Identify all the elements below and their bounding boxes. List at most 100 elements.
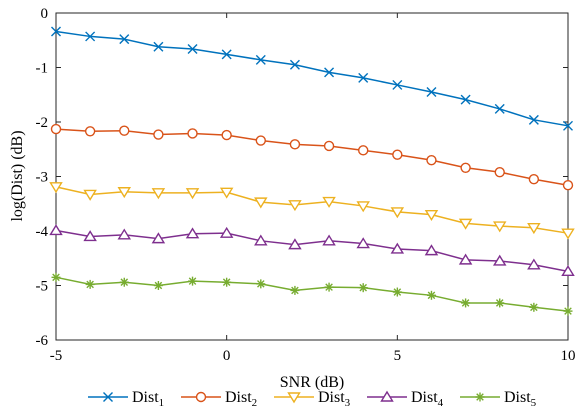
- data-point: [426, 87, 437, 98]
- y-tick-label: -6: [36, 333, 49, 349]
- data-point: [324, 282, 334, 292]
- data-point: [288, 200, 302, 212]
- data-point: [563, 306, 573, 316]
- data-point: [529, 302, 539, 312]
- data-point: [219, 187, 234, 199]
- y-tick-label: -2: [36, 115, 49, 131]
- data-point: [221, 129, 232, 141]
- y-tick-label: -1: [36, 61, 49, 77]
- marker-stroke: [255, 54, 266, 65]
- data-point: [222, 277, 232, 287]
- marker-stroke: [563, 120, 573, 131]
- data-point: [322, 234, 336, 246]
- data-point: [392, 79, 403, 90]
- data-point: [85, 31, 96, 42]
- data-point: [461, 298, 471, 308]
- marker-stroke: [221, 49, 232, 60]
- series-dist4: [49, 224, 575, 277]
- data-point: [563, 120, 573, 131]
- marker-stroke: [291, 286, 299, 295]
- y-tick-label: -4: [36, 224, 49, 240]
- marker-stroke: [257, 280, 265, 288]
- data-point: [50, 123, 62, 135]
- series-line: [55, 276, 569, 312]
- data-point: [84, 126, 96, 137]
- legend-subscript: 2: [252, 397, 258, 409]
- data-point: [254, 197, 268, 209]
- marker-stroke: [495, 299, 504, 307]
- marker-stroke: [222, 278, 231, 287]
- data-point: [188, 276, 198, 286]
- data-point: [426, 154, 437, 166]
- marker-stroke: [530, 303, 538, 312]
- data-point: [151, 232, 166, 244]
- legend-marker: [103, 392, 113, 402]
- data-point: [185, 188, 200, 200]
- marker-stroke: [427, 291, 436, 300]
- data-point: [562, 180, 574, 191]
- data-point: [117, 187, 132, 199]
- data-point: [426, 290, 436, 300]
- data-point: [187, 128, 198, 139]
- data-point: [460, 162, 471, 173]
- data-point: [356, 237, 370, 249]
- data-point: [119, 34, 130, 45]
- data-point: [492, 221, 507, 233]
- data-point: [85, 279, 95, 289]
- x-tick-label: 0: [223, 348, 231, 364]
- marker-stroke: [426, 87, 437, 98]
- marker-stroke: [188, 277, 197, 285]
- marker-stroke: [103, 392, 113, 402]
- data-point: [561, 228, 575, 240]
- data-point: [390, 242, 405, 254]
- legend-item: Dist3: [274, 389, 351, 409]
- data-point: [288, 238, 302, 250]
- marker-stroke: [358, 72, 369, 83]
- data-point: [83, 189, 97, 201]
- data-point: [492, 254, 507, 266]
- marker-stroke: [154, 281, 163, 290]
- data-point: [358, 145, 369, 156]
- data-point: [290, 285, 300, 295]
- marker-stroke: [86, 280, 94, 289]
- data-point: [151, 188, 166, 200]
- x-axis-title: SNR (dB): [280, 374, 344, 391]
- legend-marker: [195, 391, 207, 403]
- legend-subscript: 3: [345, 397, 351, 409]
- series-dist3: [49, 182, 575, 240]
- marker-stroke: [52, 273, 60, 282]
- y-tick-label: -3: [36, 170, 49, 186]
- data-point: [458, 253, 473, 265]
- y-tick-label: 0: [41, 6, 49, 22]
- legend-item: Dist5: [460, 389, 537, 409]
- legend-label: Dist5: [504, 389, 537, 409]
- data-point: [358, 72, 369, 83]
- data-point: [494, 103, 505, 114]
- marker-stroke: [564, 307, 572, 315]
- legend-label: Dist3: [318, 389, 351, 409]
- data-point: [392, 149, 403, 160]
- legend-item: Dist2: [181, 389, 257, 409]
- data-point: [322, 196, 336, 208]
- series-dist1: [51, 26, 573, 131]
- data-point: [254, 234, 268, 246]
- data-point: [153, 129, 164, 140]
- marker-stroke: [393, 288, 402, 296]
- marker-stroke: [119, 34, 130, 45]
- marker-stroke: [51, 26, 61, 37]
- data-point: [424, 209, 439, 221]
- marker-stroke: [120, 278, 129, 287]
- marker-stroke: [392, 79, 403, 90]
- data-point: [185, 227, 200, 239]
- legend-marker: [287, 392, 301, 404]
- data-point: [390, 207, 405, 219]
- legend-label: Dist4: [411, 389, 444, 409]
- data-point: [49, 182, 63, 194]
- series-dist5: [51, 272, 573, 316]
- data-point: [527, 223, 541, 235]
- data-point: [187, 43, 198, 54]
- data-point: [119, 277, 129, 287]
- data-point: [117, 228, 132, 240]
- marker-stroke: [153, 41, 164, 52]
